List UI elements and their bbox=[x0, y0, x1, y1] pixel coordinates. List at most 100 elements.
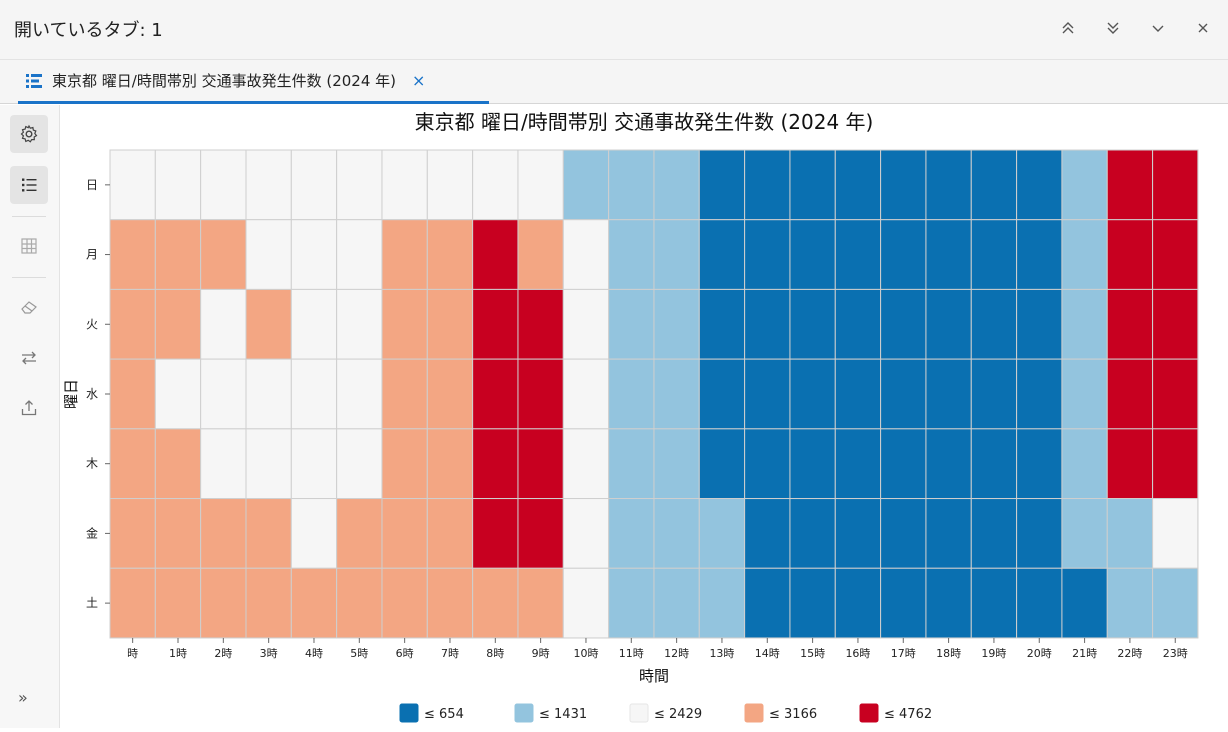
heatmap-cell[interactable] bbox=[200, 428, 247, 500]
heatmap-cell[interactable] bbox=[653, 567, 700, 639]
heatmap-cell[interactable] bbox=[653, 428, 700, 500]
heatmap-cell[interactable] bbox=[472, 498, 519, 569]
heatmap-cell[interactable] bbox=[698, 567, 746, 639]
heatmap-cell[interactable] bbox=[200, 498, 247, 569]
legend-item[interactable]: ≤ 654 bbox=[399, 703, 464, 723]
heatmap-cell[interactable] bbox=[744, 149, 791, 221]
heatmap-cell[interactable] bbox=[426, 149, 474, 221]
heatmap-cell[interactable] bbox=[336, 567, 383, 639]
heatmap-cell[interactable] bbox=[1016, 498, 1063, 569]
heatmap-cell[interactable] bbox=[472, 358, 519, 430]
heatmap-cell[interactable] bbox=[789, 288, 836, 360]
heatmap-cell[interactable] bbox=[426, 219, 474, 290]
heatmap-cell[interactable] bbox=[109, 428, 156, 500]
chart-type-icon[interactable] bbox=[10, 227, 48, 265]
heatmap-cell[interactable] bbox=[880, 358, 927, 430]
heatmap-cell[interactable] bbox=[381, 288, 428, 360]
heatmap-cell[interactable] bbox=[653, 219, 700, 290]
heatmap-cell[interactable] bbox=[426, 358, 474, 430]
heatmap-cell[interactable] bbox=[381, 149, 428, 221]
heatmap-cell[interactable] bbox=[970, 219, 1018, 290]
heatmap-cell[interactable] bbox=[1016, 358, 1063, 430]
heatmap-cell[interactable] bbox=[290, 498, 338, 569]
heatmap-cell[interactable] bbox=[1152, 288, 1199, 360]
heatmap-cell[interactable] bbox=[290, 149, 338, 221]
heatmap-cell[interactable] bbox=[608, 288, 655, 360]
heatmap-cell[interactable] bbox=[698, 288, 746, 360]
heatmap-cell[interactable] bbox=[1106, 149, 1154, 221]
heatmap-cell[interactable] bbox=[154, 498, 202, 569]
heatmap-cell[interactable] bbox=[1061, 428, 1108, 500]
heatmap-cell[interactable] bbox=[154, 358, 202, 430]
heatmap-cell[interactable] bbox=[517, 149, 564, 221]
heatmap-cell[interactable] bbox=[789, 149, 836, 221]
heatmap-cell[interactable] bbox=[517, 219, 564, 290]
swap-icon[interactable] bbox=[10, 339, 48, 377]
heatmap-cell[interactable] bbox=[245, 288, 292, 360]
heatmap-cell[interactable] bbox=[562, 219, 610, 290]
heatmap-cell[interactable] bbox=[925, 498, 972, 569]
heatmap-cell[interactable] bbox=[245, 428, 292, 500]
heatmap-cell[interactable] bbox=[245, 358, 292, 430]
heatmap-cell[interactable] bbox=[925, 567, 972, 639]
heatmap-cell[interactable] bbox=[970, 567, 1018, 639]
heatmap-cell[interactable] bbox=[1061, 149, 1108, 221]
heatmap-cell[interactable] bbox=[880, 428, 927, 500]
heatmap-cell[interactable] bbox=[336, 149, 383, 221]
heatmap-cell[interactable] bbox=[562, 498, 610, 569]
heatmap-cell[interactable] bbox=[1061, 498, 1108, 569]
heatmap-cell[interactable] bbox=[698, 149, 746, 221]
heatmap-cell[interactable] bbox=[381, 219, 428, 290]
heatmap-cell[interactable] bbox=[336, 428, 383, 500]
heatmap-cell[interactable] bbox=[834, 288, 882, 360]
heatmap-cell[interactable] bbox=[970, 358, 1018, 430]
tab-heatmap[interactable]: 東京都 曜日/時間帯別 交通事故発生件数 (2024 年) × bbox=[18, 60, 489, 104]
heatmap-cell[interactable] bbox=[653, 358, 700, 430]
heatmap-cell[interactable] bbox=[154, 428, 202, 500]
heatmap-cell[interactable] bbox=[381, 498, 428, 569]
close-icon[interactable] bbox=[1191, 16, 1215, 40]
heatmap-cell[interactable] bbox=[426, 567, 474, 639]
heatmap-cell[interactable] bbox=[562, 288, 610, 360]
heatmap-cell[interactable] bbox=[1152, 567, 1199, 639]
heatmap-cell[interactable] bbox=[880, 219, 927, 290]
heatmap-cell[interactable] bbox=[925, 428, 972, 500]
heatmap-cell[interactable] bbox=[336, 358, 383, 430]
heatmap-cell[interactable] bbox=[925, 358, 972, 430]
heatmap-cell[interactable] bbox=[336, 219, 383, 290]
heatmap-cell[interactable] bbox=[970, 428, 1018, 500]
heatmap-cell[interactable] bbox=[245, 567, 292, 639]
heatmap-cell[interactable] bbox=[517, 567, 564, 639]
heatmap-cell[interactable] bbox=[1061, 358, 1108, 430]
heatmap-cell[interactable] bbox=[789, 358, 836, 430]
chevron-down-icon[interactable] bbox=[1146, 16, 1170, 40]
heatmap-cell[interactable] bbox=[1106, 288, 1154, 360]
heatmap-cell[interactable] bbox=[336, 288, 383, 360]
heatmap-cell[interactable] bbox=[653, 498, 700, 569]
heatmap-cell[interactable] bbox=[1106, 219, 1154, 290]
heatmap-cell[interactable] bbox=[426, 428, 474, 500]
heatmap-cell[interactable] bbox=[1152, 358, 1199, 430]
heatmap-cell[interactable] bbox=[562, 567, 610, 639]
heatmap-cell[interactable] bbox=[200, 288, 247, 360]
heatmap-cell[interactable] bbox=[1106, 498, 1154, 569]
heatmap-cell[interactable] bbox=[109, 498, 156, 569]
heatmap-cell[interactable] bbox=[834, 219, 882, 290]
heatmap-cell[interactable] bbox=[472, 149, 519, 221]
heatmap-cell[interactable] bbox=[653, 288, 700, 360]
list-icon[interactable] bbox=[10, 166, 48, 204]
heatmap-cell[interactable] bbox=[608, 567, 655, 639]
legend-item[interactable]: ≤ 2429 bbox=[629, 703, 702, 723]
heatmap-cell[interactable] bbox=[109, 288, 156, 360]
expand-sidebar-icon[interactable]: » bbox=[18, 688, 28, 707]
heatmap-cell[interactable] bbox=[381, 567, 428, 639]
eraser-icon[interactable] bbox=[10, 288, 48, 326]
heatmap-cell[interactable] bbox=[744, 498, 791, 569]
heatmap-cell[interactable] bbox=[1016, 149, 1063, 221]
legend-item[interactable]: ≤ 3166 bbox=[744, 703, 817, 723]
heatmap-cell[interactable] bbox=[744, 219, 791, 290]
heatmap-cell[interactable] bbox=[789, 428, 836, 500]
heatmap-cell[interactable] bbox=[834, 149, 882, 221]
heatmap-cell[interactable] bbox=[880, 288, 927, 360]
legend-item[interactable]: ≤ 1431 bbox=[514, 703, 587, 723]
